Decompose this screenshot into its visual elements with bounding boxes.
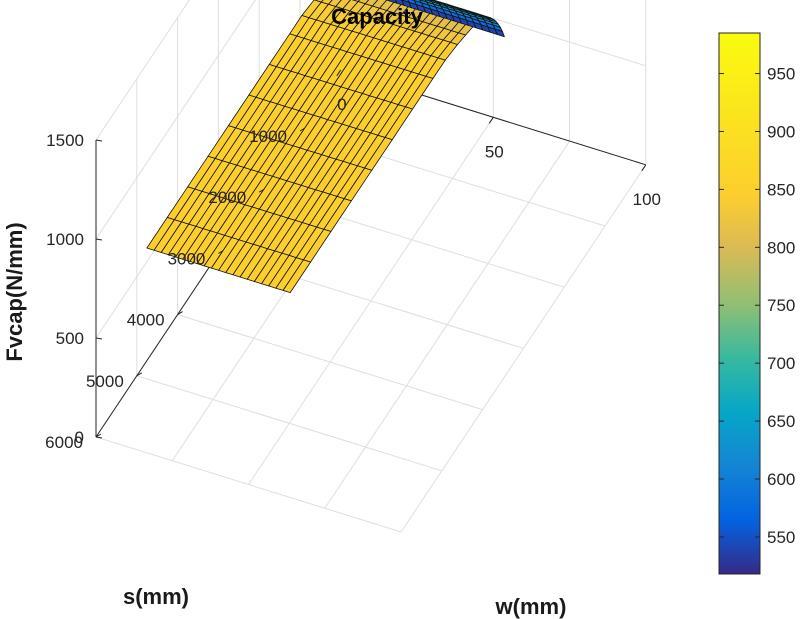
surface-plot xyxy=(146,0,505,294)
s-tick-label: 4000 xyxy=(127,311,165,330)
z-tick-label: 1500 xyxy=(46,131,84,150)
w-axis-label: w(mm) xyxy=(495,594,567,619)
floor-gridline xyxy=(400,164,647,533)
surface-patch xyxy=(494,28,505,38)
surface-patch xyxy=(385,0,391,2)
z-tick-mark xyxy=(95,238,103,241)
z-axis-ticks: 0 500 1000 1500 xyxy=(46,131,103,447)
colorbar-ticks: 550 600 650 700 750 800 850 900 950 xyxy=(719,65,795,547)
z-tick-mark xyxy=(95,436,103,439)
s-tick-mark xyxy=(177,311,183,316)
colorbar-tick-label: 950 xyxy=(767,65,795,84)
s-tick-label: 3000 xyxy=(168,249,206,268)
side-wall-gridline xyxy=(95,0,190,141)
w-tick-label: 100 xyxy=(633,190,661,209)
w-tick-mark xyxy=(641,164,647,172)
s-tick-label: 2000 xyxy=(208,188,246,207)
w-axis-ticks: 0 50 100 xyxy=(336,69,661,209)
floor-gridline xyxy=(95,436,402,533)
s-tick-mark xyxy=(299,127,306,132)
s-tick-mark xyxy=(258,188,265,193)
surface-patch xyxy=(388,0,398,4)
s-tick-mark xyxy=(136,372,143,377)
colorbar-tick-label: 800 xyxy=(767,238,795,257)
colorbar-tick-label: 550 xyxy=(767,528,795,547)
s-axis-label: s(mm) xyxy=(123,584,189,609)
z-tick-mark xyxy=(95,139,103,142)
s-tick-label: 5000 xyxy=(86,372,124,391)
w-tick-label: 0 xyxy=(337,95,346,114)
z-tick-label: 1000 xyxy=(46,230,84,249)
z-tick-label: 0 xyxy=(75,428,84,447)
floor-gridline xyxy=(136,375,442,472)
colorbar-tick-label: 900 xyxy=(767,122,795,141)
colorbar: 550 600 650 700 750 800 850 900 950 xyxy=(718,32,795,575)
floor-gridline xyxy=(177,314,483,411)
w-tick-mark xyxy=(488,117,494,124)
w-tick-mark xyxy=(336,69,342,77)
s-tick-label: 1000 xyxy=(249,127,287,146)
w-tick-label: 50 xyxy=(485,142,504,161)
colorbar-tick-label: 750 xyxy=(767,296,795,315)
z-axis-label: Fvcap(N/mm) xyxy=(2,222,27,361)
colorbar-tick-label: 650 xyxy=(767,412,795,431)
z-tick-label: 500 xyxy=(56,329,84,348)
z-tick-mark xyxy=(95,337,103,340)
s-tick-mark xyxy=(95,433,102,438)
s-tick-label: 6000 xyxy=(45,433,83,452)
chart-title: Capacity xyxy=(331,4,423,29)
colorbar-tick-label: 700 xyxy=(767,354,795,373)
side-wall-gridline xyxy=(95,0,256,240)
colorbar-tick-label: 600 xyxy=(767,470,795,489)
s-tick-mark xyxy=(218,249,224,254)
colorbar-gradient xyxy=(718,32,761,575)
back-wall-gridline xyxy=(432,0,646,67)
colorbar-tick-label: 850 xyxy=(767,180,795,199)
